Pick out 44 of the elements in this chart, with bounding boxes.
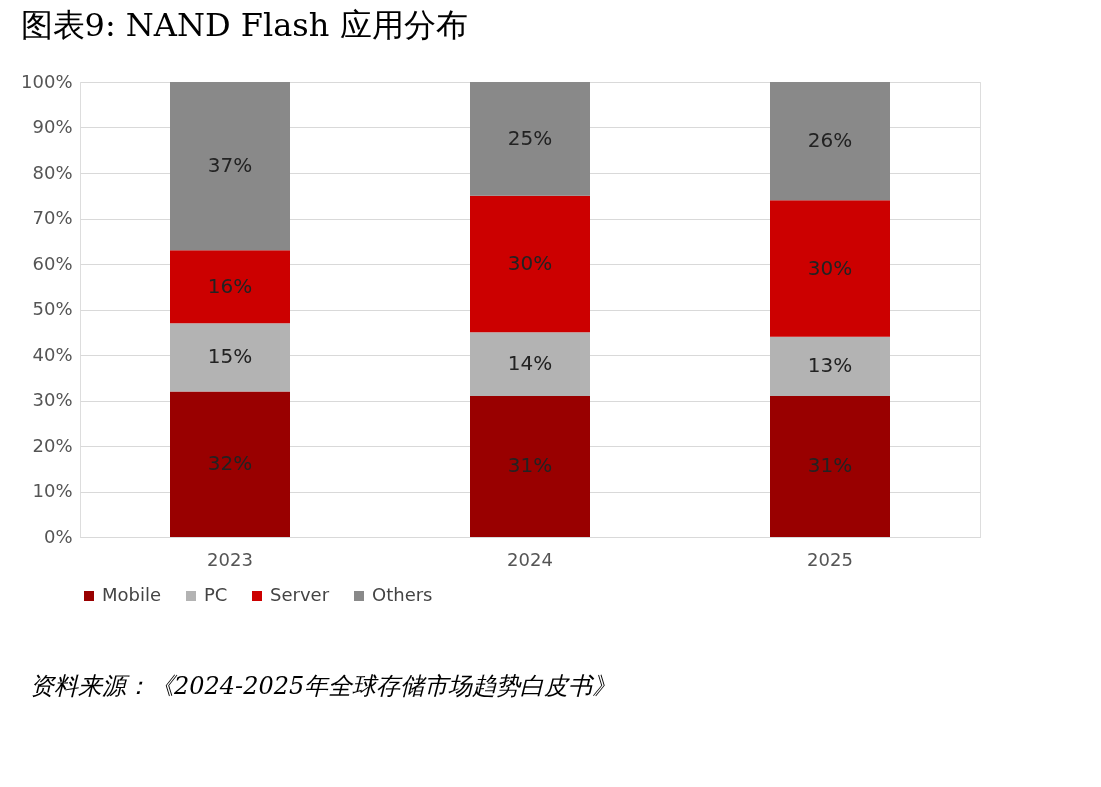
bar (470, 395, 590, 537)
y-tick-label: 90% (32, 116, 73, 137)
data-label: 32% (207, 451, 253, 476)
y-tick-label: 100% (21, 70, 73, 92)
legend-label: PC (204, 584, 228, 605)
bar (770, 395, 890, 537)
legend-label: Server (270, 584, 330, 605)
bar (770, 200, 890, 337)
data-label: 15% (207, 344, 253, 369)
data-label: 25% (507, 125, 553, 150)
bar (470, 332, 590, 396)
chart-title: 图表9: NAND Flash 应用分布 (20, 6, 468, 44)
data-label: 26% (807, 128, 853, 153)
y-tick-label: 10% (32, 480, 73, 501)
bar (170, 323, 290, 392)
y-tick-label: 80% (32, 161, 73, 183)
bar (470, 195, 590, 333)
bar (170, 250, 290, 324)
data-label: 37% (207, 153, 253, 178)
data-label: 16% (207, 273, 253, 298)
data-label: 13% (807, 353, 853, 378)
data-label: 30% (807, 255, 853, 280)
y-tick-label: 40% (32, 343, 73, 365)
x-tick-label: 2025 (807, 548, 853, 570)
legend-label: Mobile (102, 584, 162, 605)
x-tick-label: 2024 (507, 548, 553, 570)
bar (170, 82, 290, 251)
x-tick-label: 2023 (207, 548, 253, 570)
y-tick-label: 60% (32, 252, 73, 274)
data-label: 30% (507, 251, 553, 275)
bar (470, 82, 590, 196)
data-label: 31% (807, 453, 853, 478)
bar (770, 336, 890, 396)
y-tick-label: 70% (32, 207, 73, 228)
y-tick-label: 50% (32, 298, 73, 319)
bar (770, 82, 890, 201)
y-tick-label: 0% (43, 525, 73, 547)
text: 资料来源：《2024-2025年全球存储市场趋势白皮书》 (30, 672, 617, 700)
y-tick-label: 20% (32, 434, 73, 456)
data-label: 14% (507, 351, 553, 376)
bar (170, 391, 290, 537)
y-tick-label: 30% (32, 389, 73, 410)
data-label: 31% (507, 453, 553, 478)
legend-label: Others (372, 584, 433, 605)
